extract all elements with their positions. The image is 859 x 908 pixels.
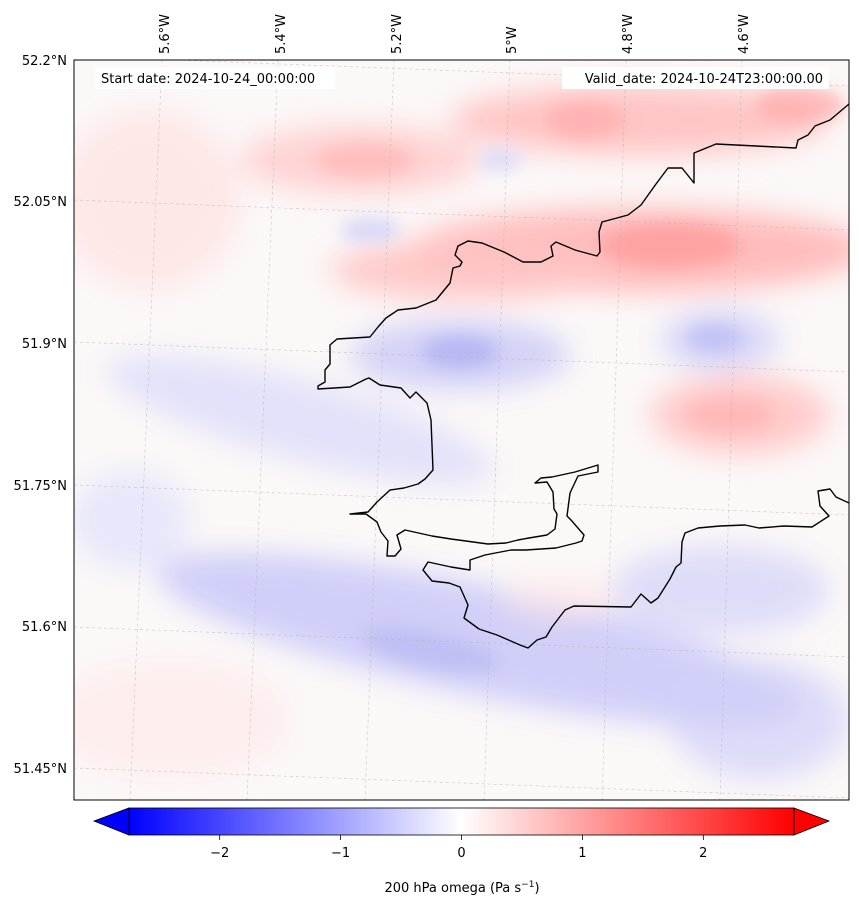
lat-label-51-75n: 51.75°N [14, 479, 67, 494]
colorbar-min-extension [92, 807, 130, 836]
colorbar-tick-label: 1 [578, 846, 586, 861]
map-frame [73, 59, 850, 801]
omega-field-cores [315, 87, 845, 673]
colorbar: −2 −1 0 1 2 200 hPa omega (Pa s−1) [92, 807, 831, 896]
start-date-label: Start date: 2024-10-24_00:00:00 [101, 72, 315, 87]
colorbar-tick-label: 0 [457, 846, 465, 861]
valid-date-box: Valid_date: 2024-10-24T23:00:00.00 [562, 67, 829, 89]
coastline [317, 103, 849, 649]
colorbar-tick-label: −2 [210, 846, 229, 861]
lon-labels: 5.6°W 5.4°W 5.2°W 5°W 4.8°W 4.6°W [158, 14, 752, 54]
colorbar-gradient [129, 808, 794, 835]
lon-label-5-4w: 5.4°W [274, 14, 289, 54]
lat-label-51-6n: 51.6°N [22, 620, 67, 635]
lon-label-4-8w: 4.8°W [621, 14, 636, 54]
map-panel: Start date: 2024-10-24_00:00:00 Valid_da… [74, 60, 849, 800]
lat-label-52-2n: 52.2°N [22, 54, 67, 69]
lat-label-51-9n: 51.9°N [22, 337, 67, 352]
lon-label-5-2w: 5.2°W [390, 14, 405, 54]
colorbar-tick-label: −1 [331, 846, 350, 861]
colorbar-tick-label: 2 [699, 846, 707, 861]
colorbar-ticks: −2 −1 0 1 2 [210, 835, 707, 861]
lat-label-51-45n: 51.45°N [14, 762, 67, 777]
lon-label-5-6w: 5.6°W [158, 14, 173, 54]
lat-label-52-05n: 52.05°N [14, 195, 67, 210]
lat-labels: 52.2°N 52.05°N 51.9°N 51.75°N 51.6°N 51.… [14, 54, 67, 777]
lon-label-4-6w: 4.6°W [737, 14, 752, 54]
lon-label-5w: 5°W [505, 26, 520, 54]
start-date-box: Start date: 2024-10-24_00:00:00 [95, 67, 335, 89]
colorbar-label: 200 hPa omega (Pa s−1) [384, 880, 539, 896]
valid-date-label: Valid_date: 2024-10-24T23:00:00.00 [585, 72, 823, 87]
colorbar-max-extension [793, 807, 831, 836]
